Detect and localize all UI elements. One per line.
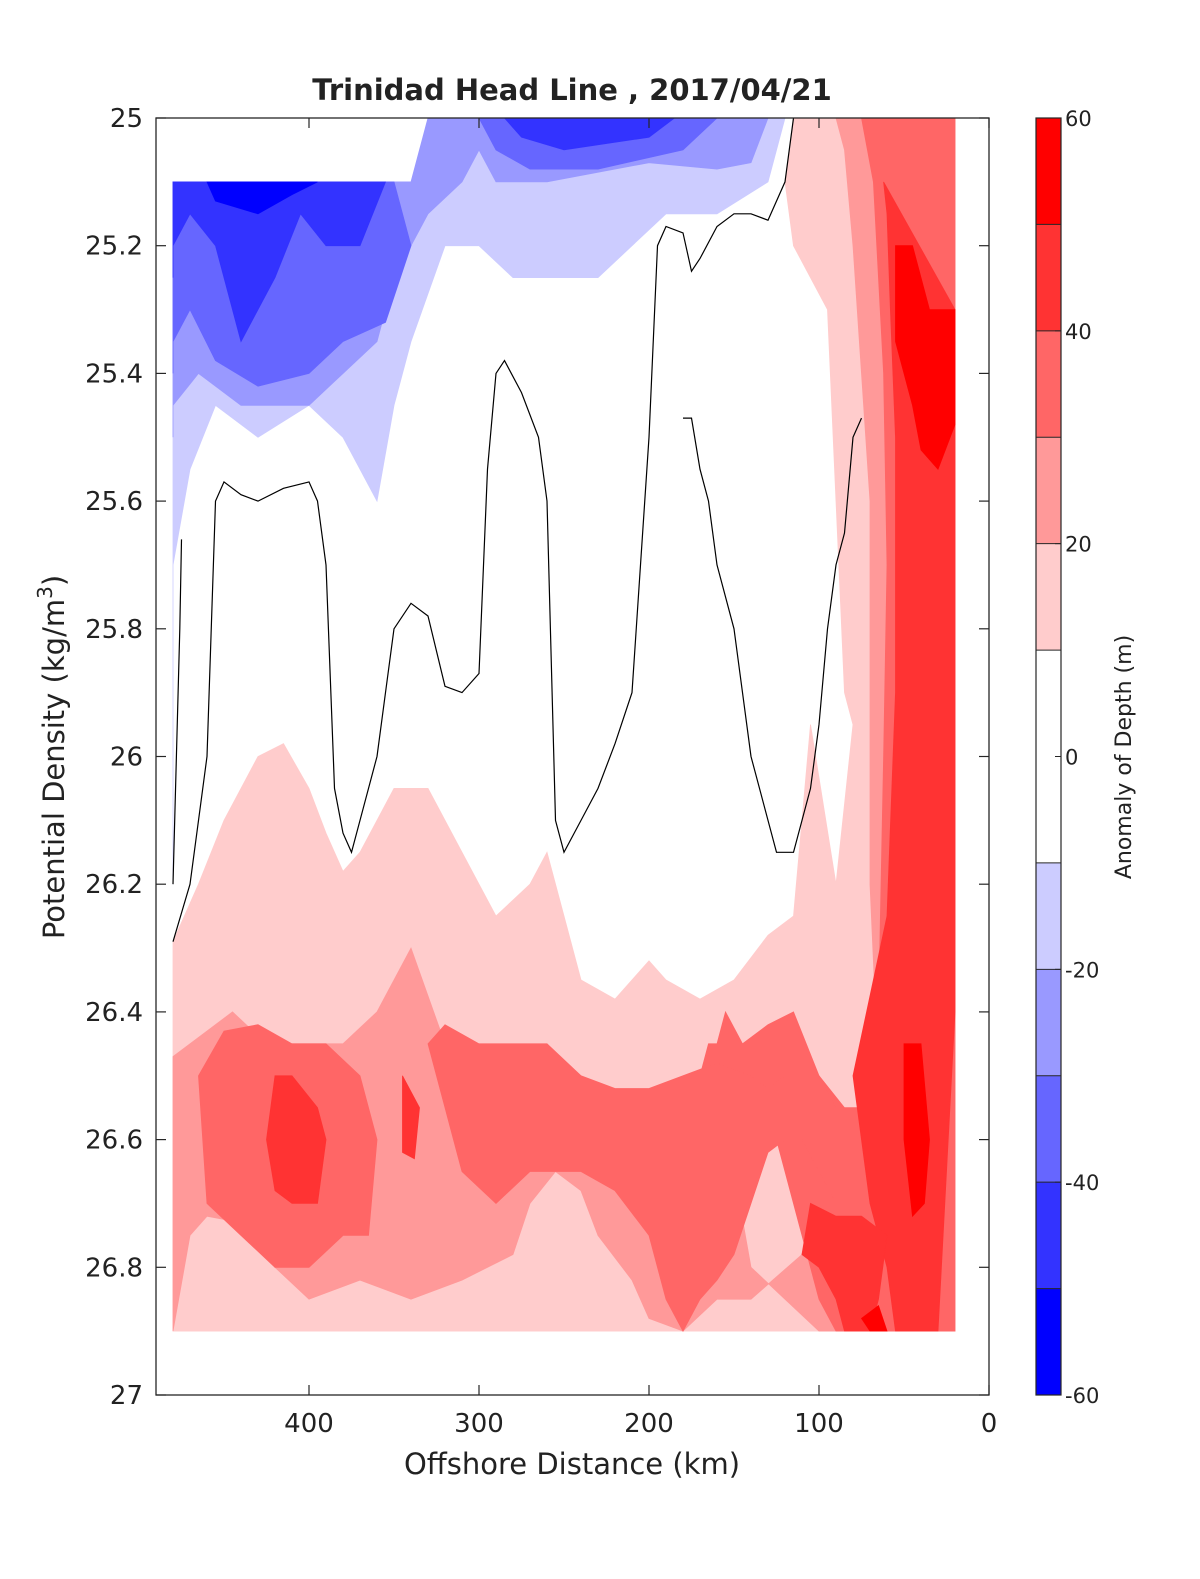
- zero-contour-line-1: [683, 417, 863, 853]
- colorbar-tick-label: 40: [1065, 320, 1092, 344]
- contour-region-18: [860, 1304, 888, 1332]
- y-tick-label: 26.4: [85, 998, 143, 1028]
- colorbar-swatch: [1036, 1075, 1061, 1183]
- y-axis-label-superscript: 3: [33, 586, 57, 599]
- colorbar-tick-label: 0: [1065, 746, 1078, 770]
- y-tick-label: 26.6: [85, 1126, 143, 1156]
- y-tick-label: 25: [110, 104, 143, 134]
- y-tick-label: 25.4: [85, 359, 143, 389]
- colorbar-tick-label: -60: [1065, 1384, 1099, 1408]
- contour-region-14: [402, 1075, 420, 1160]
- y-axis-label-main: Potential Density (kg/m: [37, 599, 71, 939]
- x-axis: 400 300 200 100 0: [284, 118, 997, 1439]
- y-tick-label: 27: [110, 1381, 143, 1411]
- y-axis-label-end: ): [37, 575, 71, 586]
- colorbar-swatch: [1036, 862, 1061, 970]
- colorbar-swatch: [1036, 543, 1061, 651]
- y-tick-label: 26.8: [85, 1253, 143, 1283]
- chart-title: Trinidad Head Line , 2017/04/21: [312, 73, 832, 107]
- contour-region-17: [903, 1043, 930, 1218]
- contour-region-6: [206, 181, 318, 215]
- x-tick-label: 200: [624, 1409, 674, 1439]
- colorbar-ticks: -60 -40 -20 0 20 40 60: [1036, 107, 1099, 1408]
- colorbar-tick-label: -20: [1065, 958, 1099, 982]
- x-tick-label: 300: [454, 1409, 504, 1439]
- contour-region-11: [427, 1024, 837, 1332]
- contour-region-4: [172, 181, 387, 343]
- y-tick-label: 26.2: [85, 870, 143, 900]
- y-tick-label: 26: [110, 743, 143, 773]
- zero-contour-line-0: [172, 118, 795, 942]
- zero-contour-line-2: [172, 539, 183, 885]
- colorbar-swatch: [1036, 437, 1061, 544]
- y-tick-label: 25.8: [85, 615, 143, 645]
- contour-region-15: [801, 1202, 888, 1332]
- contour-region-13: [266, 1075, 327, 1204]
- x-axis-label: Offshore Distance (km): [404, 1447, 740, 1481]
- colorbar-swatch: [1036, 1182, 1061, 1289]
- y-axis: 25 25.2 25.4 25.6 25.8 26 26.2 26.4 26.6 26.8 27: [85, 104, 989, 1411]
- y-tick-label: 25.6: [85, 487, 143, 517]
- contour-fill-layer: [172, 118, 956, 1332]
- colorbar-swatch: [1036, 1288, 1061, 1395]
- colorbar-tick-label: 20: [1065, 533, 1092, 557]
- x-tick-label: 400: [284, 1409, 334, 1439]
- contour-region-16: [895, 245, 956, 470]
- y-axis-label: Potential Density (kg/m3): [33, 575, 71, 939]
- colorbar: [1036, 118, 1061, 1395]
- x-tick-label: 100: [794, 1409, 844, 1439]
- y-tick-label: 25.2: [85, 232, 143, 262]
- colorbar-tick-label: -40: [1065, 1171, 1099, 1195]
- colorbar-swatch: [1036, 118, 1061, 225]
- colorbar-label: Anomaly of Depth (m): [1112, 635, 1137, 879]
- colorbar-swatch: [1036, 330, 1061, 438]
- colorbar-swatch: [1036, 224, 1061, 331]
- colorbar-tick-label: 60: [1065, 107, 1092, 131]
- x-tick-label: 0: [981, 1409, 998, 1439]
- contour-region-5: [503, 118, 676, 151]
- colorbar-swatch: [1036, 969, 1061, 1076]
- contour-region-12: [852, 181, 956, 1332]
- zero-contour-layer: [172, 118, 863, 942]
